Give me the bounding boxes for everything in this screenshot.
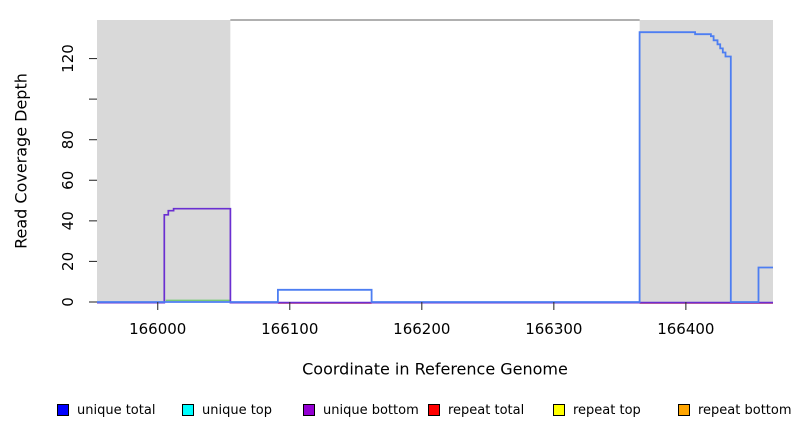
legend-item: unique total: [57, 402, 155, 418]
legend-label: repeat bottom: [698, 402, 792, 418]
legend-item: unique bottom: [303, 402, 419, 418]
legend-swatch-icon: [303, 404, 315, 416]
legend-label: unique total: [77, 402, 156, 418]
legend-label: unique top: [202, 402, 273, 418]
legend-label: repeat total: [448, 402, 525, 418]
x-tick-label: 166300: [525, 320, 582, 338]
x-tick-label: 166200: [393, 320, 450, 338]
legend-swatch-icon: [678, 404, 690, 416]
y-tick-label: 40: [59, 211, 77, 230]
coverage-line: [97, 31, 773, 303]
y-tick-label: 120: [59, 44, 77, 73]
y-tick-label: 60: [59, 171, 77, 190]
legend-item: repeat bottom: [678, 402, 792, 418]
legend-swatch-icon: [57, 404, 69, 416]
legend-label: unique bottom: [323, 402, 419, 418]
y-axis-title: Read Coverage Depth: [11, 73, 31, 249]
x-axis-title: Coordinate in Reference Genome: [302, 359, 568, 379]
repeat-region-shade: [639, 20, 773, 302]
legend-swatch-icon: [428, 404, 440, 416]
legend-item: unique top: [182, 402, 272, 418]
y-tick-label: 0: [59, 297, 77, 307]
coverage-line: [97, 207, 773, 304]
x-tick-label: 166400: [657, 320, 714, 338]
x-tick-label: 166100: [261, 320, 318, 338]
legend-item: repeat top: [553, 402, 641, 418]
legend-swatch-icon: [553, 404, 565, 416]
y-tick-label: 80: [59, 130, 77, 149]
x-tick-label: 166000: [129, 320, 186, 338]
legend-label: repeat top: [573, 402, 641, 418]
legend-swatch-icon: [182, 404, 194, 416]
y-tick-label: 20: [59, 252, 77, 271]
legend-item: repeat total: [428, 402, 524, 418]
